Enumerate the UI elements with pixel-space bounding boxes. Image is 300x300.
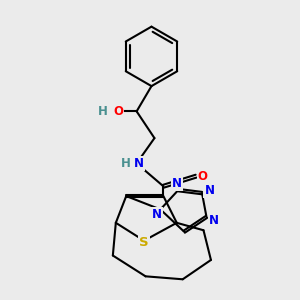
Text: N: N <box>134 157 144 170</box>
Text: O: O <box>113 105 123 118</box>
Text: O: O <box>198 170 208 183</box>
Text: N: N <box>152 208 162 221</box>
Text: H: H <box>98 105 107 118</box>
Text: N: N <box>172 177 182 190</box>
Text: H: H <box>120 157 130 170</box>
Text: N: N <box>204 184 214 196</box>
Text: N: N <box>209 214 219 227</box>
Text: S: S <box>139 236 149 249</box>
